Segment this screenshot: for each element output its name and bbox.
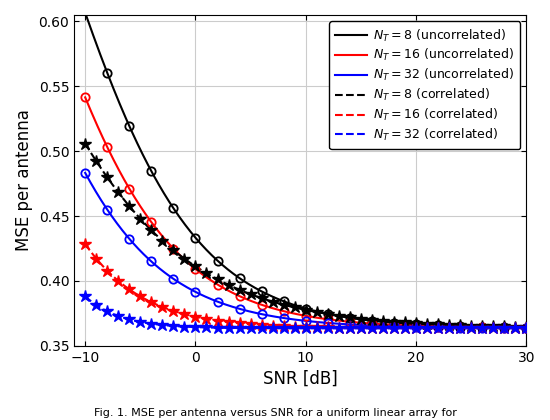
$N_T = 8$ (uncorrelated): [82, 10, 89, 15]
$N_T = 32$ (uncorrelated): [443, 325, 450, 330]
$N_T = 32$ (correlated): [513, 326, 519, 331]
$N_T = 8$ (uncorrelated): [344, 315, 351, 320]
$N_T = 8$ (uncorrelated): [443, 323, 450, 328]
Text: Fig. 1. MSE per antenna versus SNR for a uniform linear array for: Fig. 1. MSE per antenna versus SNR for a…: [94, 408, 456, 418]
$N_T = 8$ (correlated): [523, 324, 530, 329]
$N_T = 32$ (correlated): [321, 326, 327, 331]
$N_T = 8$ (correlated): [294, 306, 301, 311]
$N_T = 32$ (uncorrelated): [294, 318, 301, 323]
$N_T = 8$ (correlated): [443, 322, 450, 327]
$N_T = 8$ (uncorrelated): [292, 303, 298, 308]
$N_T = 32$ (uncorrelated): [523, 326, 530, 331]
$N_T = 32$ (correlated): [443, 326, 450, 331]
$N_T = 16$ (uncorrelated): [344, 319, 351, 324]
$N_T = 32$ (correlated): [82, 294, 89, 299]
Legend: $N_T = 8$ (uncorrelated), $N_T = 16$ (uncorrelated), $N_T = 32$ (uncorrelated), : $N_T = 8$ (uncorrelated), $N_T = 16$ (un…: [329, 21, 520, 149]
$N_T = 16$ (correlated): [292, 324, 298, 329]
$N_T = 16$ (uncorrelated): [292, 311, 298, 316]
$N_T = 16$ (uncorrelated): [523, 326, 530, 331]
$N_T = 32$ (uncorrelated): [513, 326, 519, 331]
Line: $N_T = 16$ (uncorrelated): $N_T = 16$ (uncorrelated): [85, 97, 526, 328]
Y-axis label: MSE per antenna: MSE per antenna: [15, 110, 33, 251]
X-axis label: SNR [dB]: SNR [dB]: [263, 370, 338, 388]
$N_T = 8$ (uncorrelated): [294, 304, 301, 309]
$N_T = 32$ (correlated): [292, 326, 298, 331]
$N_T = 32$ (correlated): [294, 326, 301, 331]
$N_T = 8$ (correlated): [321, 311, 327, 316]
$N_T = 16$ (uncorrelated): [443, 324, 450, 329]
$N_T = 32$ (correlated): [344, 326, 351, 331]
$N_T = 32$ (uncorrelated): [344, 322, 351, 327]
Line: $N_T = 16$ (correlated): $N_T = 16$ (correlated): [85, 244, 526, 328]
$N_T = 16$ (correlated): [443, 326, 450, 331]
$N_T = 8$ (uncorrelated): [513, 325, 519, 330]
Line: $N_T = 32$ (uncorrelated): $N_T = 32$ (uncorrelated): [85, 173, 526, 328]
$N_T = 16$ (correlated): [344, 325, 351, 330]
$N_T = 32$ (uncorrelated): [321, 320, 327, 325]
$N_T = 16$ (correlated): [321, 325, 327, 330]
$N_T = 8$ (uncorrelated): [523, 325, 530, 330]
$N_T = 32$ (uncorrelated): [82, 171, 89, 176]
Line: $N_T = 8$ (correlated): $N_T = 8$ (correlated): [85, 144, 526, 327]
$N_T = 16$ (correlated): [294, 324, 301, 329]
$N_T = 16$ (uncorrelated): [82, 95, 89, 100]
$N_T = 8$ (correlated): [344, 315, 351, 320]
$N_T = 16$ (uncorrelated): [294, 312, 301, 317]
$N_T = 32$ (uncorrelated): [292, 317, 298, 322]
$N_T = 32$ (correlated): [523, 326, 530, 331]
$N_T = 16$ (uncorrelated): [321, 316, 327, 321]
$N_T = 8$ (correlated): [513, 324, 519, 329]
$N_T = 8$ (correlated): [292, 305, 298, 310]
$N_T = 16$ (correlated): [82, 241, 89, 247]
$N_T = 16$ (correlated): [513, 326, 519, 331]
$N_T = 16$ (correlated): [523, 326, 530, 331]
$N_T = 8$ (correlated): [82, 141, 89, 146]
$N_T = 16$ (uncorrelated): [513, 326, 519, 331]
Line: $N_T = 8$ (uncorrelated): $N_T = 8$ (uncorrelated): [85, 13, 526, 328]
Line: $N_T = 32$ (correlated): $N_T = 32$ (correlated): [85, 297, 526, 328]
$N_T = 8$ (uncorrelated): [321, 310, 327, 315]
